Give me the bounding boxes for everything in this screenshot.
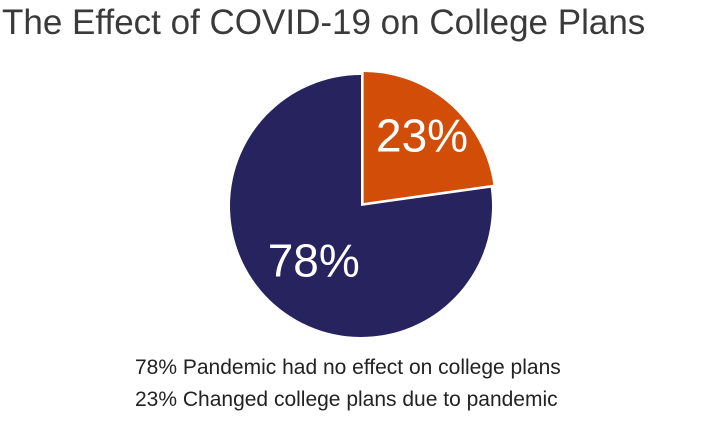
pie-slice-no-effect xyxy=(230,75,492,337)
chart-title: The Effect of COVID-19 on College Plans xyxy=(2,3,646,42)
pie-slice-changed-plans xyxy=(363,71,494,203)
slice-label-changed-plans: 23% xyxy=(376,110,468,162)
legend: 78% Pandemic had no effect on college pl… xyxy=(135,352,715,416)
legend-item-changed-plans: 23% Changed college plans due to pandemi… xyxy=(135,388,558,411)
legend-item-no-effect: 78% Pandemic had no effect on college pl… xyxy=(135,356,561,379)
slice-label-no-effect: 78% xyxy=(268,234,360,286)
